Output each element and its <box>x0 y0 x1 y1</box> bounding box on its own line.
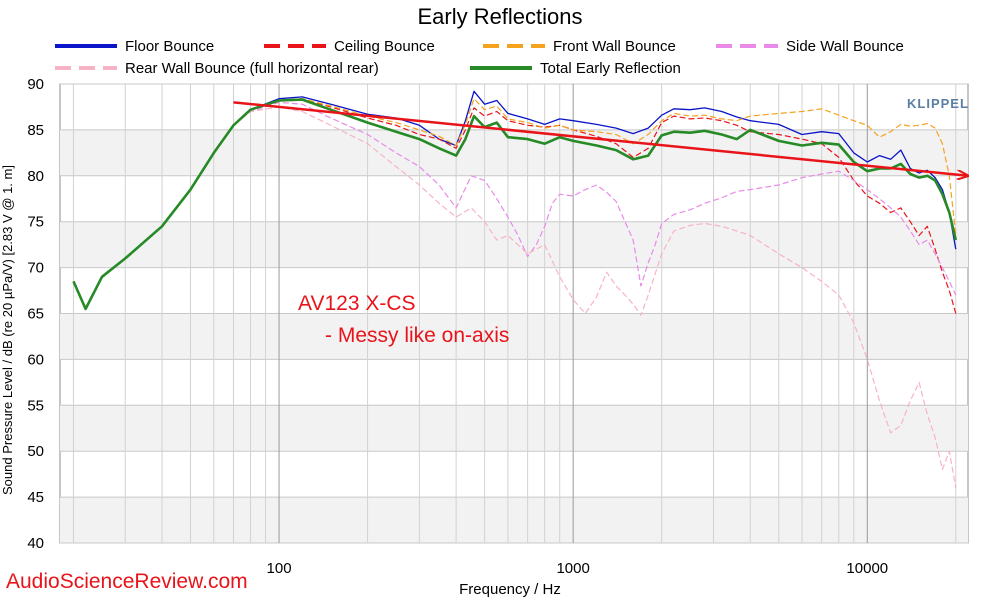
annotation-title: AV123 X-CS <box>298 292 416 315</box>
chart-title: Early Reflections <box>417 4 582 29</box>
klippel-logo: KLIPPEL <box>907 96 969 111</box>
legend-label: Front Wall Bounce <box>553 38 676 55</box>
y-tick-labels: 90 85 80 75 70 65 60 55 50 45 40 <box>27 76 44 552</box>
x-axis-label: Frequency / Hz <box>459 581 561 598</box>
grid-band <box>60 405 968 452</box>
grid-band <box>60 497 968 543</box>
y-tick-label: 65 <box>27 306 44 323</box>
x-tick-label: 100 <box>267 560 292 577</box>
legend-label: Ceiling Bounce <box>334 38 435 55</box>
y-tick-label: 90 <box>27 76 44 93</box>
legend-label: Floor Bounce <box>125 38 214 55</box>
x-tick-label: 1000 <box>556 560 589 577</box>
y-tick-label: 55 <box>27 397 44 414</box>
series-line <box>72 101 957 310</box>
background-bands <box>60 129 968 543</box>
legend-label: Rear Wall Bounce (full horizontal rear) <box>125 60 379 77</box>
y-tick-label: 70 <box>27 260 44 277</box>
y-tick-label: 50 <box>27 443 44 460</box>
grid-band <box>60 221 968 268</box>
y-tick-label: 45 <box>27 489 44 506</box>
y-tick-label: 80 <box>27 168 44 185</box>
x-tick-label: 10000 <box>846 560 888 577</box>
y-tick-label: 75 <box>27 214 44 231</box>
asr-watermark: AudioScienceReview.com <box>6 570 248 593</box>
grid-band <box>60 313 968 360</box>
y-axis-label: Sound Pressure Level / dB (re 20 µPa/V) … <box>0 165 15 495</box>
series-line <box>72 106 957 489</box>
x-tick-labels: 100 1000 10000 <box>267 560 889 577</box>
legend: Floor Bounce Ceiling Bounce Front Wall Bou… <box>55 38 904 77</box>
grid <box>60 83 968 544</box>
legend-label: Side Wall Bounce <box>786 38 904 55</box>
y-tick-label: 60 <box>27 351 44 368</box>
annotation-note: - Messy like on-axis <box>325 324 509 347</box>
y-tick-label: 85 <box>27 122 44 139</box>
y-tick-label: 40 <box>27 535 44 552</box>
trend-arrow <box>233 101 968 175</box>
legend-label: Total Early Reflection <box>540 60 681 77</box>
